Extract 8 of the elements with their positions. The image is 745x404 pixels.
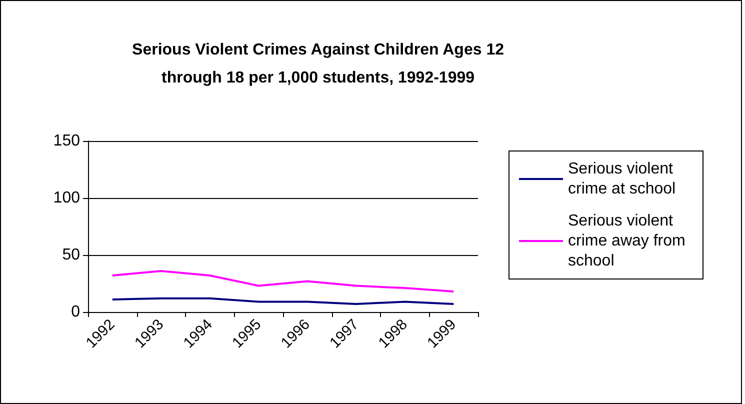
y-tick-label: 0 [71,304,80,320]
y-tick-label: 150 [53,132,80,150]
chart-title: Serious Violent Crimes Against Children Ages 12 through 18 per 1,000 students, 1992-1999 [132,42,504,86]
y-tick-label: 50 [62,246,80,264]
line-series [111,270,455,292]
y-tick-label: 100 [53,190,80,206]
legend-label: Serious violent crime away from school [568,212,690,270]
legend-label: Serious violent crime at school [568,160,678,198]
